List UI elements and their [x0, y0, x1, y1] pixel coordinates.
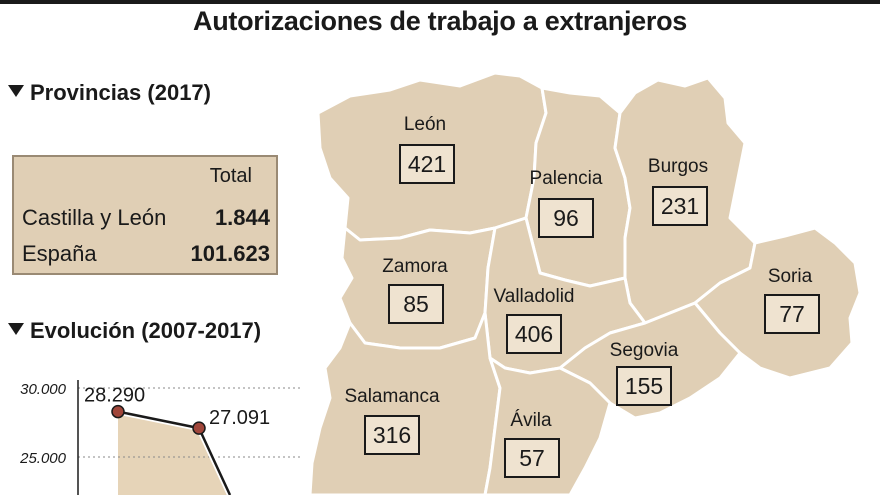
evolution-chart: 30.000 25.000 28.290 27.091	[19, 380, 300, 495]
province-label: Palencia	[529, 168, 603, 189]
province-value-box: 406	[506, 314, 562, 354]
chart-data-point	[192, 421, 206, 435]
castilla-leon-map	[308, 71, 862, 495]
chart-area-fill	[118, 411, 230, 495]
triangle-down-icon	[8, 323, 24, 335]
totals-row-value: 101.623	[190, 241, 270, 266]
province-label: Zamora	[382, 256, 448, 277]
province-label: Ávila	[510, 410, 552, 431]
chart-tick-label: 25.000	[19, 450, 67, 467]
chart-data-point	[111, 404, 125, 419]
province-label: Segovia	[609, 340, 679, 361]
triangle-down-icon	[8, 85, 24, 97]
province-value-box: 155	[616, 366, 672, 406]
province-value-box: 316	[364, 415, 420, 455]
province-value-box: 57	[504, 438, 560, 478]
province-label: León	[403, 114, 447, 135]
chart-data-label: 27.091	[209, 407, 270, 429]
page-title: Autorizaciones de trabajo a extranjeros	[193, 6, 687, 36]
chart-tick-label: 30.000	[20, 381, 67, 398]
provincias-heading-text: Provincias (2017)	[30, 80, 211, 105]
evolucion-heading: Evolución (2007-2017)	[8, 318, 261, 344]
totals-column-header: Total	[209, 165, 252, 187]
top-rule	[0, 0, 880, 4]
province-label: Soria	[767, 266, 813, 287]
totals-row-value: 1.844	[214, 205, 270, 230]
province-label: Salamanca	[344, 386, 440, 407]
province-label: Valladolid	[493, 286, 575, 307]
provincias-heading: Provincias (2017)	[8, 80, 211, 106]
totals-row-label: España	[22, 241, 97, 266]
totals-table: Total Castilla y León 1.844 España 101.6…	[12, 155, 278, 275]
province-value-box: 421	[399, 144, 455, 184]
province-value-box: 77	[764, 294, 820, 334]
province-value-box: 231	[652, 186, 708, 226]
totals-row-label: Castilla y León	[22, 205, 167, 230]
evolucion-heading-text: Evolución (2007-2017)	[30, 318, 262, 343]
chart-data-label: 28.290	[84, 385, 145, 407]
province-label: Burgos	[647, 156, 709, 177]
province-value-box: 96	[538, 198, 594, 238]
province-value-box: 85	[388, 284, 444, 324]
